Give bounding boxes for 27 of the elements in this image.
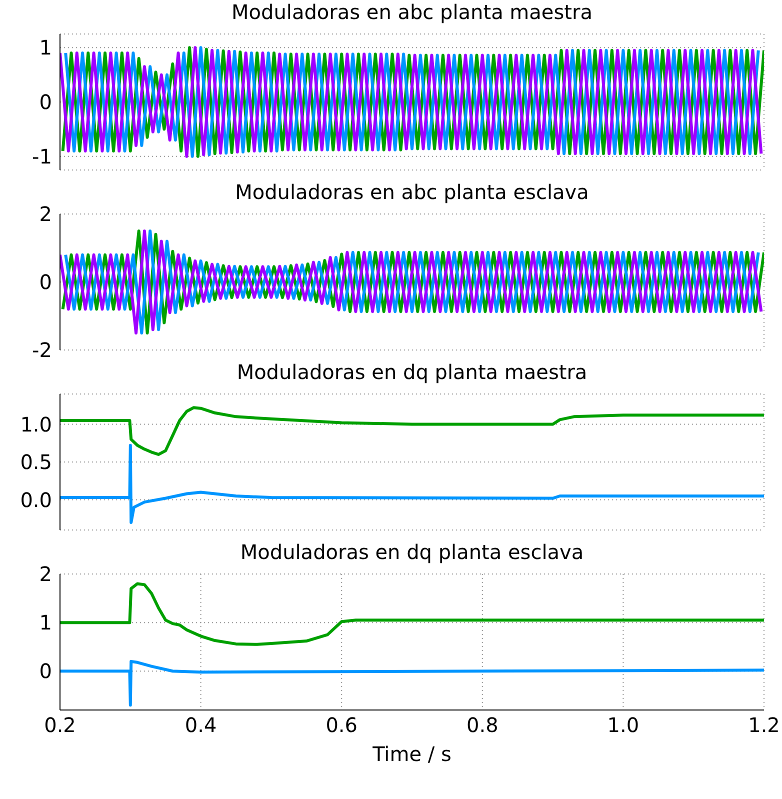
line-series [60, 582, 764, 646]
y-tick-label: 2 [39, 202, 52, 226]
x-tick-label: 1.2 [748, 713, 780, 738]
x-tick-label: 0.2 [44, 713, 76, 738]
y-tick-label: 0 [39, 270, 52, 294]
y-tick-label: 2 [39, 562, 52, 586]
line-series [60, 406, 764, 456]
y-tick-label: 1 [39, 36, 52, 60]
x-axis-title: Time / s [372, 742, 452, 766]
chart-title: Moduladoras en dq planta maestra [236, 360, 588, 384]
y-tick-label: 1 [39, 610, 52, 635]
y-tick-label: 1.0 [20, 412, 52, 436]
y-tick-label: 0 [39, 659, 52, 684]
x-tick-label: 0.8 [466, 713, 498, 738]
y-tick-label: 0 [39, 90, 52, 114]
chart-title: Moduladoras en abc planta maestra [230, 0, 594, 24]
x-tick-label: 1.0 [607, 713, 640, 738]
y-tick-label: -1 [32, 144, 52, 168]
y-tick-label: 0.5 [20, 450, 52, 474]
y-tick-label: -2 [32, 338, 52, 362]
line-series [60, 444, 764, 524]
x-tick-label: 0.6 [326, 713, 358, 738]
chart-title: Moduladoras en abc planta esclava [234, 180, 590, 204]
line-series [60, 660, 764, 707]
x-tick-label: 0.4 [184, 713, 217, 738]
y-tick-label: 0.0 [20, 488, 52, 512]
chart-title: Moduladoras en dq planta esclava [239, 540, 585, 564]
